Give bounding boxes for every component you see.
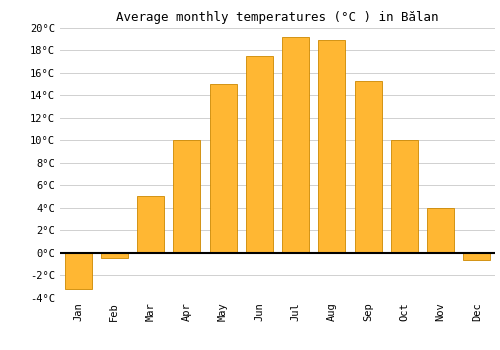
Bar [246,56,273,253]
Bar [137,196,164,253]
Bar [391,140,418,253]
Bar [64,253,92,288]
Bar [101,253,128,258]
Bar [318,40,345,253]
Bar [174,140,201,253]
Title: Average monthly temperatures (°C ) in Bălan: Average monthly temperatures (°C ) in Bă… [116,11,439,24]
Bar [354,81,382,253]
Bar [464,253,490,260]
Bar [427,208,454,253]
Bar [282,37,309,253]
Bar [210,84,236,253]
